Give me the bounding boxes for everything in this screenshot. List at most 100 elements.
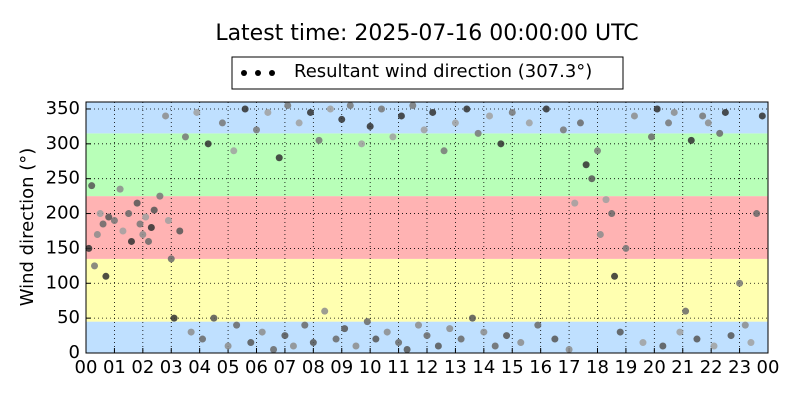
y-tick-label: 350 bbox=[46, 98, 80, 119]
data-point bbox=[346, 101, 354, 109]
chart-title: Latest time: 2025-07-16 00:00:00 UTC bbox=[215, 21, 638, 46]
data-point bbox=[105, 213, 113, 221]
data-point bbox=[170, 314, 178, 322]
data-point bbox=[699, 112, 707, 120]
data-point bbox=[468, 314, 476, 322]
data-point bbox=[582, 161, 590, 169]
data-point bbox=[309, 339, 317, 347]
data-point bbox=[687, 136, 695, 144]
data-point bbox=[116, 185, 124, 193]
x-tick-label: 13 bbox=[444, 357, 467, 378]
data-point bbox=[665, 119, 673, 127]
data-point bbox=[639, 339, 647, 347]
x-tick-label: 04 bbox=[188, 357, 211, 378]
data-point bbox=[167, 255, 175, 263]
data-point bbox=[139, 230, 147, 238]
data-point bbox=[315, 136, 323, 144]
data-point bbox=[565, 346, 573, 354]
data-point bbox=[434, 342, 442, 350]
data-point bbox=[397, 112, 405, 120]
data-point bbox=[358, 140, 366, 148]
legend-marker bbox=[255, 70, 261, 76]
data-point bbox=[156, 192, 164, 200]
data-point bbox=[704, 119, 712, 127]
x-tick-label: 07 bbox=[273, 357, 296, 378]
data-point bbox=[110, 217, 118, 225]
data-point bbox=[429, 108, 437, 116]
data-point bbox=[736, 279, 744, 287]
data-point bbox=[119, 227, 127, 235]
data-point bbox=[264, 108, 272, 116]
x-tick-label: 23 bbox=[728, 357, 751, 378]
data-point bbox=[414, 321, 422, 329]
data-point bbox=[295, 119, 303, 127]
data-point bbox=[147, 224, 155, 231]
data-point bbox=[181, 133, 189, 141]
data-point bbox=[270, 346, 278, 354]
data-point bbox=[162, 112, 170, 120]
data-point bbox=[378, 105, 386, 113]
data-point bbox=[383, 328, 391, 336]
data-point bbox=[630, 112, 638, 120]
data-point bbox=[204, 140, 212, 148]
data-point bbox=[670, 108, 678, 116]
x-tick-label: 10 bbox=[359, 357, 382, 378]
data-point bbox=[647, 133, 655, 141]
background-band bbox=[86, 196, 768, 259]
y-tick-label: 200 bbox=[46, 203, 80, 224]
data-point bbox=[588, 175, 596, 183]
x-tick-label: 14 bbox=[472, 357, 495, 378]
x-tick-label: 00 bbox=[757, 357, 780, 378]
plot-frame bbox=[85, 101, 769, 354]
data-point bbox=[306, 108, 314, 116]
data-point bbox=[559, 126, 567, 134]
data-point bbox=[517, 339, 525, 347]
y-tick-label: 100 bbox=[46, 272, 80, 293]
data-point bbox=[326, 105, 334, 113]
x-tick-label: 22 bbox=[700, 357, 723, 378]
legend-box bbox=[231, 56, 624, 90]
data-point bbox=[85, 244, 93, 252]
data-point bbox=[463, 105, 471, 113]
data-point bbox=[446, 325, 454, 333]
data-point bbox=[193, 108, 201, 116]
data-point bbox=[497, 140, 505, 148]
data-point bbox=[440, 147, 448, 155]
data-point bbox=[395, 339, 403, 347]
data-point bbox=[301, 321, 309, 329]
data-point bbox=[99, 220, 107, 228]
data-point bbox=[366, 122, 374, 130]
x-tick-label: 02 bbox=[131, 357, 154, 378]
data-point bbox=[727, 332, 735, 340]
data-point bbox=[594, 147, 601, 155]
data-point bbox=[542, 105, 550, 113]
data-point bbox=[93, 230, 101, 238]
data-point bbox=[150, 206, 158, 214]
data-point bbox=[133, 199, 141, 207]
data-point bbox=[682, 307, 690, 315]
data-point bbox=[281, 332, 289, 340]
data-point bbox=[341, 325, 349, 333]
data-point bbox=[136, 220, 144, 228]
data-point bbox=[602, 196, 610, 204]
data-point bbox=[224, 342, 232, 350]
data-point bbox=[127, 237, 135, 245]
data-point bbox=[218, 119, 226, 127]
data-point bbox=[91, 262, 99, 270]
data-point bbox=[480, 328, 488, 336]
data-point bbox=[210, 314, 218, 322]
data-point bbox=[659, 342, 667, 350]
data-point bbox=[176, 227, 184, 235]
data-point bbox=[289, 342, 297, 350]
data-point bbox=[199, 335, 207, 343]
data-point bbox=[284, 101, 292, 109]
data-point bbox=[142, 213, 150, 221]
x-tick-label: 21 bbox=[671, 357, 694, 378]
data-point bbox=[241, 105, 249, 113]
data-point bbox=[247, 339, 255, 347]
data-point bbox=[571, 199, 579, 207]
data-point bbox=[338, 115, 346, 123]
data-point bbox=[403, 346, 411, 354]
data-point bbox=[608, 210, 616, 218]
data-point bbox=[611, 272, 619, 280]
